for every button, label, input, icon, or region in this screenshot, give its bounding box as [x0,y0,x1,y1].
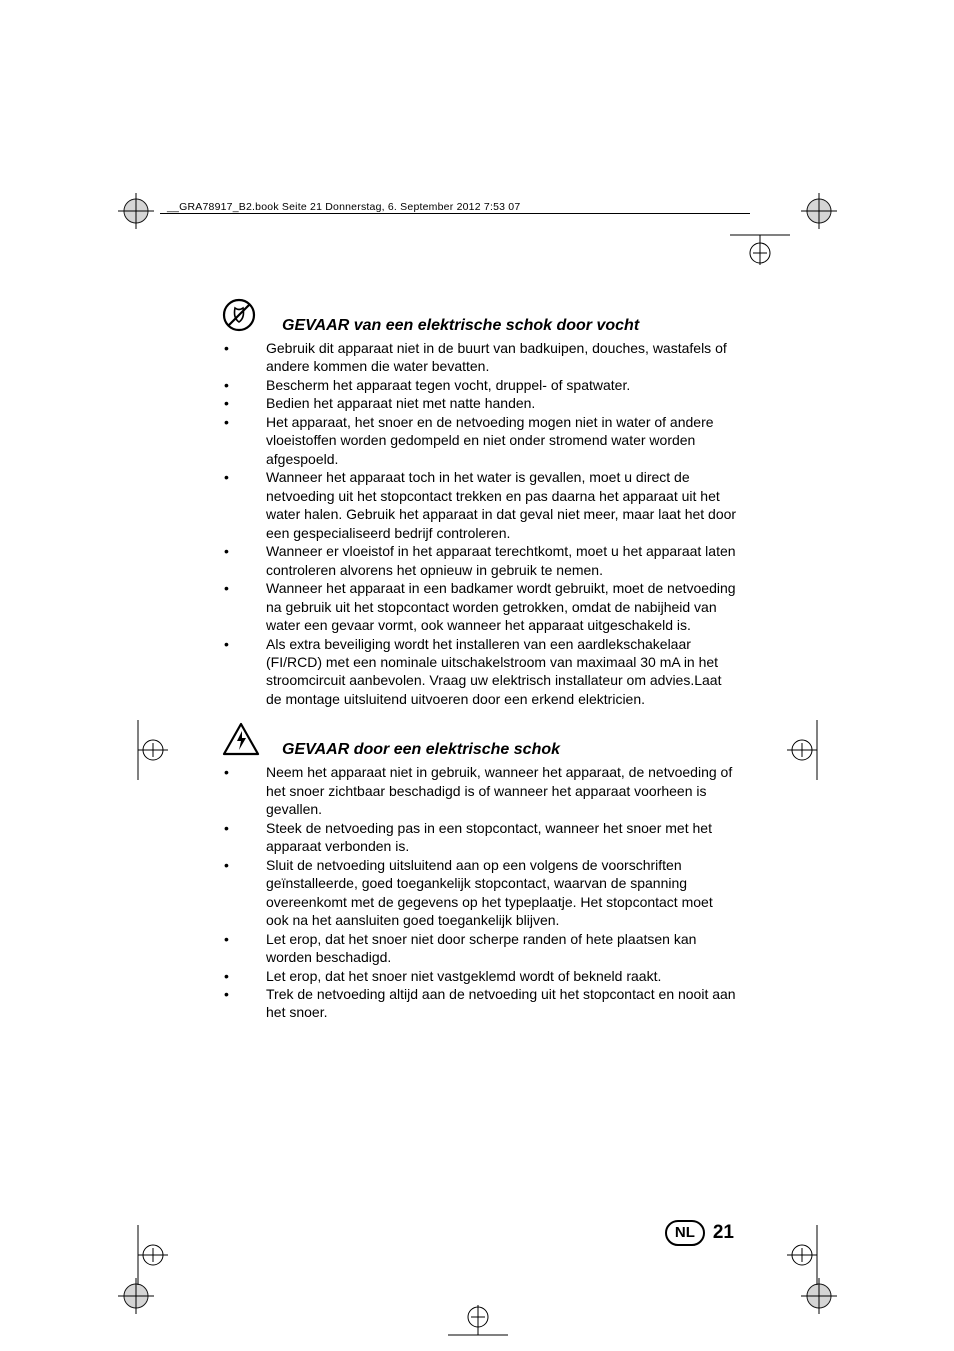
list-item: Wanneer het apparaat toch in het water i… [222,468,738,542]
crop-guide-left-upper [108,720,168,785]
list-item: Gebruik dit apparaat niet in de buurt va… [222,339,738,376]
list-item: Als extra beveiliging wordt het installe… [222,635,738,709]
bullet-list-moisture: Gebruik dit apparaat niet in de buurt va… [222,339,738,708]
header-rule [160,213,750,214]
crop-guide-right-lower [787,1225,847,1290]
header-text: __GRA78917_B2.book Seite 21 Donnerstag, … [167,201,520,213]
list-item: Let erop, dat het snoer niet vastgeklemd… [222,967,738,985]
list-item: Het apparaat, het snoer en de netvoeding… [222,413,738,468]
list-item: Neem het apparaat niet in gebruik, wanne… [222,763,738,818]
crop-guide-left-lower [108,1225,168,1290]
list-item: Let erop, dat het snoer niet door scherp… [222,930,738,967]
list-item: Bedien het apparaat niet met natte hande… [222,394,738,412]
crop-guide-bottom [448,1285,508,1350]
page-number: 21 [713,1222,734,1244]
registration-mark-tr [801,193,837,229]
page-content: GEVAAR van een elektrische schok door vo… [222,298,738,1022]
bullet-list-shock: Neem het apparaat niet in gebruik, wanne… [222,763,738,1022]
page-footer: NL 21 [665,1220,734,1246]
crop-guide-top [730,225,790,290]
heading-moisture: GEVAAR van een elektrische schok door vo… [282,317,639,335]
list-item: Trek de netvoeding altijd aan de netvoed… [222,985,738,1022]
list-item: Wanneer het apparaat in een badkamer wor… [222,579,738,634]
list-item: Wanneer er vloeistof in het apparaat ter… [222,542,738,579]
list-item: Steek de netvoeding pas in een stopconta… [222,819,738,856]
no-water-icon [222,298,256,337]
language-badge: NL [665,1220,705,1246]
electric-warning-icon [222,722,260,761]
list-item: Sluit de netvoeding uitsluitend aan op e… [222,856,738,930]
registration-mark-tl [118,193,154,229]
warning-heading-shock: GEVAAR door een elektrische schok [222,722,738,761]
crop-guide-right-upper [787,720,847,785]
warning-heading-moisture: GEVAAR van een elektrische schok door vo… [222,298,738,337]
heading-shock: GEVAAR door een elektrische schok [282,741,560,759]
list-item: Bescherm het apparaat tegen vocht, drupp… [222,376,738,394]
